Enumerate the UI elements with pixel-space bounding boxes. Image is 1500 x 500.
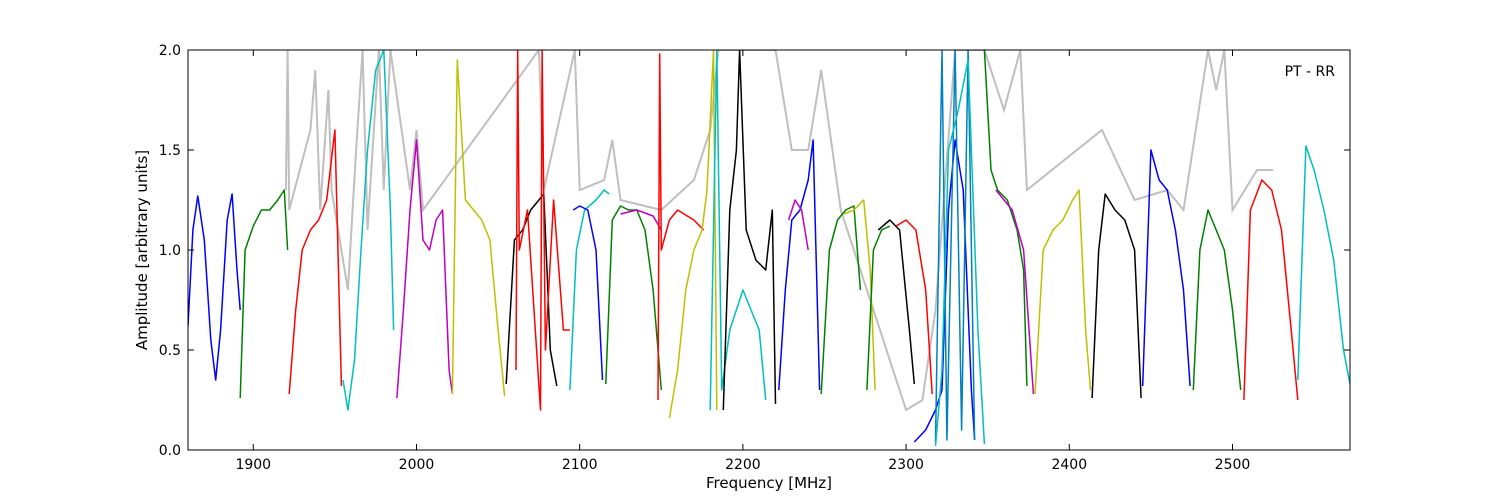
series-line-33 xyxy=(1297,145,1350,385)
series-line-6 xyxy=(505,193,558,387)
series-line-26 xyxy=(983,50,1028,387)
x-tick-label: 2500 xyxy=(1215,457,1251,473)
y-tick-label: 2.0 xyxy=(159,43,181,59)
series-line-8 xyxy=(569,189,610,391)
series-line-25 xyxy=(934,59,986,447)
x-tick-label: 2000 xyxy=(399,457,435,473)
y-axis-label: Amplitude [arbitrary units] xyxy=(133,150,151,350)
series-line-29 xyxy=(1091,193,1142,399)
series-line-23 xyxy=(913,139,976,443)
series-line-12 xyxy=(657,53,705,401)
series-line-7 xyxy=(515,50,570,411)
series-line-1 xyxy=(239,189,289,399)
series-line-14 xyxy=(709,50,767,411)
series-line-28 xyxy=(1034,189,1092,395)
series-line-3 xyxy=(342,50,395,411)
series-line-9 xyxy=(572,205,604,381)
series-line-32 xyxy=(1243,179,1299,401)
x-tick-label: 2200 xyxy=(725,457,761,473)
series-line-30 xyxy=(1141,149,1191,387)
series-line-5 xyxy=(451,59,506,397)
series-line-11 xyxy=(620,209,662,231)
x-tick-label: 2100 xyxy=(562,457,598,473)
y-tick-label: 0.5 xyxy=(159,343,181,359)
series-line-21 xyxy=(877,219,916,385)
background-trace xyxy=(284,50,1274,412)
y-tick-label: 1.5 xyxy=(159,143,181,159)
series-line-20 xyxy=(866,225,891,391)
series-layer xyxy=(188,50,1350,447)
series-line-4 xyxy=(396,139,454,399)
series-line-13 xyxy=(668,50,718,419)
series-line-16 xyxy=(778,139,821,391)
x-tick-label: 2400 xyxy=(1051,457,1087,473)
y-axis-ticks: 0.0 0.5 1.0 1.5 2.0 xyxy=(159,43,1350,459)
x-tick-label: 1900 xyxy=(235,457,271,473)
series-line-19 xyxy=(843,199,876,391)
series-line-22 xyxy=(895,219,933,395)
series-line-15 xyxy=(722,50,777,411)
chart-annotation: PT - RR xyxy=(1285,64,1336,80)
x-tick-label: 2300 xyxy=(888,457,924,473)
y-tick-label: 1.0 xyxy=(159,243,181,259)
x-axis-ticks: 1900 2000 2100 2200 2300 2400 2500 xyxy=(235,50,1250,473)
series-line-31 xyxy=(1192,209,1242,391)
x-axis-label: Frequency [MHz] xyxy=(706,474,832,492)
series-line-10 xyxy=(605,205,663,391)
y-tick-label: 0.0 xyxy=(159,443,181,459)
plot-area xyxy=(188,50,1350,447)
plot-frame xyxy=(187,49,1351,451)
series-line-18 xyxy=(820,205,862,395)
series-line-27 xyxy=(995,189,1035,395)
background-trace-layer xyxy=(284,50,1274,412)
series-line-17 xyxy=(787,199,809,251)
series-line-2 xyxy=(288,129,343,395)
series-line-0 xyxy=(188,193,241,381)
